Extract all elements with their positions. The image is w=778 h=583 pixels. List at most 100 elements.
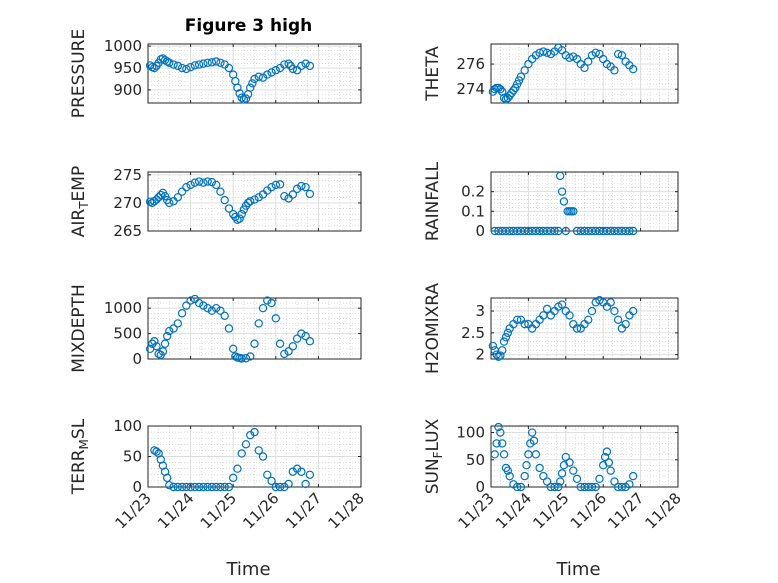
data-point [246, 197, 255, 206]
axes-border [147, 297, 362, 360]
data-point [173, 61, 183, 71]
data-point [591, 48, 600, 57]
data-point [190, 61, 200, 70]
data-point [297, 181, 306, 191]
data-point [280, 349, 289, 359]
y-axis-label: MIXDEPTH [69, 284, 89, 373]
data-point [527, 428, 537, 437]
data-point [292, 184, 302, 194]
data-point [182, 64, 191, 74]
data-point [587, 482, 597, 492]
data-point [250, 339, 259, 348]
data-point [503, 328, 513, 338]
data-point [569, 207, 578, 216]
data-series [490, 422, 638, 492]
data-point [173, 193, 183, 202]
y-tick-label: 50 [123, 448, 142, 466]
x-tick-label: 11/25 [197, 489, 240, 532]
data-point [288, 190, 298, 199]
data-point [211, 180, 221, 190]
data-point [503, 466, 513, 475]
data-point [199, 178, 208, 187]
data-point [235, 89, 244, 98]
data-point [177, 63, 187, 73]
data-point [572, 324, 582, 333]
y-tick-label: 0 [475, 478, 485, 496]
y-tick-label: 276 [456, 55, 485, 73]
data-point [186, 62, 195, 72]
data-series [490, 171, 638, 236]
data-point [628, 306, 638, 316]
data-point [292, 334, 302, 343]
data-point [250, 195, 259, 204]
chart-title: Figure 3 high [185, 16, 313, 36]
x-tick-label: 11/26 [567, 489, 610, 532]
data-point [156, 190, 165, 200]
subplot-h2omixra: 2 2.5 3 H2OMIXRA [423, 283, 679, 374]
y-tick-label: 1000 [104, 299, 142, 317]
data-point [494, 352, 503, 362]
data-point [194, 177, 204, 186]
data-point [173, 482, 183, 492]
x-tick-label: 11/27 [282, 489, 325, 532]
data-point [557, 469, 567, 478]
data-point [248, 79, 257, 88]
data-point [254, 193, 263, 202]
data-point [203, 482, 212, 492]
data-point [258, 452, 268, 461]
data-point [243, 198, 253, 208]
data-point [490, 450, 499, 459]
y-tick-label: 274 [456, 80, 485, 98]
data-point [301, 59, 310, 68]
data-point [512, 482, 522, 492]
data-point [271, 180, 280, 190]
data-point [284, 479, 293, 489]
axes-border [490, 43, 679, 104]
data-point [569, 466, 578, 475]
data-point [305, 470, 315, 479]
y-tick-label: 2 [475, 346, 485, 364]
data-point [250, 74, 259, 84]
data-point [550, 482, 559, 492]
data-point [559, 197, 569, 206]
subplot-air-temp: 265 270 275 AIRTEMP [69, 166, 362, 240]
data-point [190, 482, 200, 492]
data-series [145, 294, 315, 363]
data-point [182, 301, 191, 310]
data-point [216, 187, 225, 196]
data-point [237, 93, 246, 102]
y-axis-label: SUNFLUX [423, 418, 445, 494]
data-point [516, 482, 526, 492]
data-point [297, 329, 306, 338]
axes-border [147, 171, 362, 232]
data-point [186, 482, 195, 492]
data-point [224, 324, 234, 333]
data-point [220, 311, 229, 320]
y-tick-label: 270 [113, 194, 142, 212]
data-point [220, 195, 229, 205]
data-point [305, 61, 315, 71]
data-point [216, 58, 225, 67]
data-point [488, 341, 498, 351]
data-point [492, 350, 501, 359]
data-point [610, 306, 619, 316]
data-point [207, 482, 217, 492]
data-point [595, 474, 604, 484]
data-point [194, 298, 204, 308]
data-point [233, 83, 242, 92]
data-point [150, 337, 159, 346]
data-point [512, 315, 522, 324]
data-point [531, 450, 541, 459]
data-point [177, 309, 187, 318]
data-series [488, 43, 638, 104]
data-point [301, 331, 310, 341]
data-point [267, 298, 276, 308]
data-point [288, 64, 298, 74]
data-point [165, 326, 174, 336]
data-point [194, 60, 204, 69]
data-point [233, 464, 242, 473]
y-axis-label: H2OMIXRA [423, 283, 443, 374]
x-tick-label: 11/28 [642, 489, 685, 532]
